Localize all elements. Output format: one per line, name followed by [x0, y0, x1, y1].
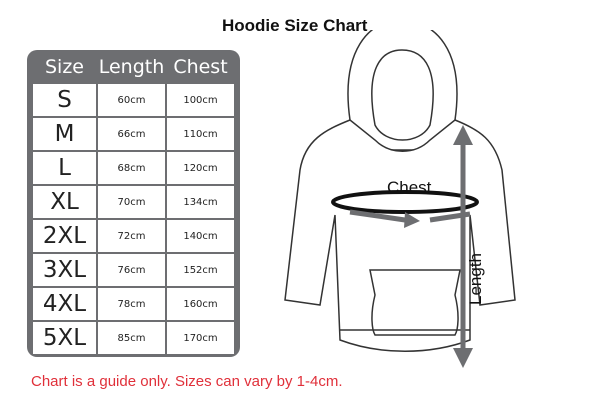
length-cell: 72cm [98, 220, 165, 252]
hoodie-diagram: Chest Length [284, 30, 516, 368]
table-row: M 66cm 110cm [33, 118, 234, 150]
header-length: Length [98, 56, 165, 78]
header-size: Size [44, 56, 84, 78]
size-cell: XL [33, 186, 96, 218]
chest-cell: 160cm [167, 288, 234, 320]
length-cell: 68cm [98, 152, 165, 184]
length-label: Length [466, 253, 485, 305]
table-row: 5XL 85cm 170cm [33, 322, 234, 354]
size-table: Size Length Chest S 60cm 100cm M 66cm 110cm L 6… [27, 50, 240, 357]
size-cell: 3XL [33, 254, 96, 286]
chest-label: Chest [387, 178, 432, 197]
length-cell: 76cm [98, 254, 165, 286]
length-cell: 70cm [98, 186, 165, 218]
size-cell: 4XL [33, 288, 96, 320]
chest-cell: 120cm [167, 152, 234, 184]
chest-cell: 110cm [167, 118, 234, 150]
table-row: 4XL 78cm 160cm [33, 288, 234, 320]
size-cell: 5XL [33, 322, 96, 354]
size-cell: L [33, 152, 96, 184]
table-row: 3XL 76cm 152cm [33, 254, 234, 286]
hoodie-outline-icon [284, 30, 516, 352]
header-chest: Chest [173, 56, 228, 78]
chest-cell: 140cm [167, 220, 234, 252]
chest-cell: 170cm [167, 322, 234, 354]
table-row: XL 70cm 134cm [33, 186, 234, 218]
table-row: L 68cm 120cm [33, 152, 234, 184]
chest-arrow-icon [349, 209, 406, 223]
length-cell: 66cm [98, 118, 165, 150]
chest-cell: 134cm [167, 186, 234, 218]
chart-title: Hoodie Size Chart [222, 16, 368, 35]
size-disclaimer: Chart is a guide only. Sizes can vary by… [31, 373, 343, 390]
size-cell: 2XL [33, 220, 96, 252]
table-row: 2XL 72cm 140cm [33, 220, 234, 252]
size-cell: S [33, 84, 96, 116]
table-row: S 60cm 100cm [33, 84, 234, 116]
length-cell: 60cm [98, 84, 165, 116]
chest-cell: 100cm [167, 84, 234, 116]
chest-cell: 152cm [167, 254, 234, 286]
length-cell: 78cm [98, 288, 165, 320]
table-header: Size Length Chest [27, 54, 240, 82]
size-cell: M [33, 118, 96, 150]
length-cell: 85cm [98, 322, 165, 354]
